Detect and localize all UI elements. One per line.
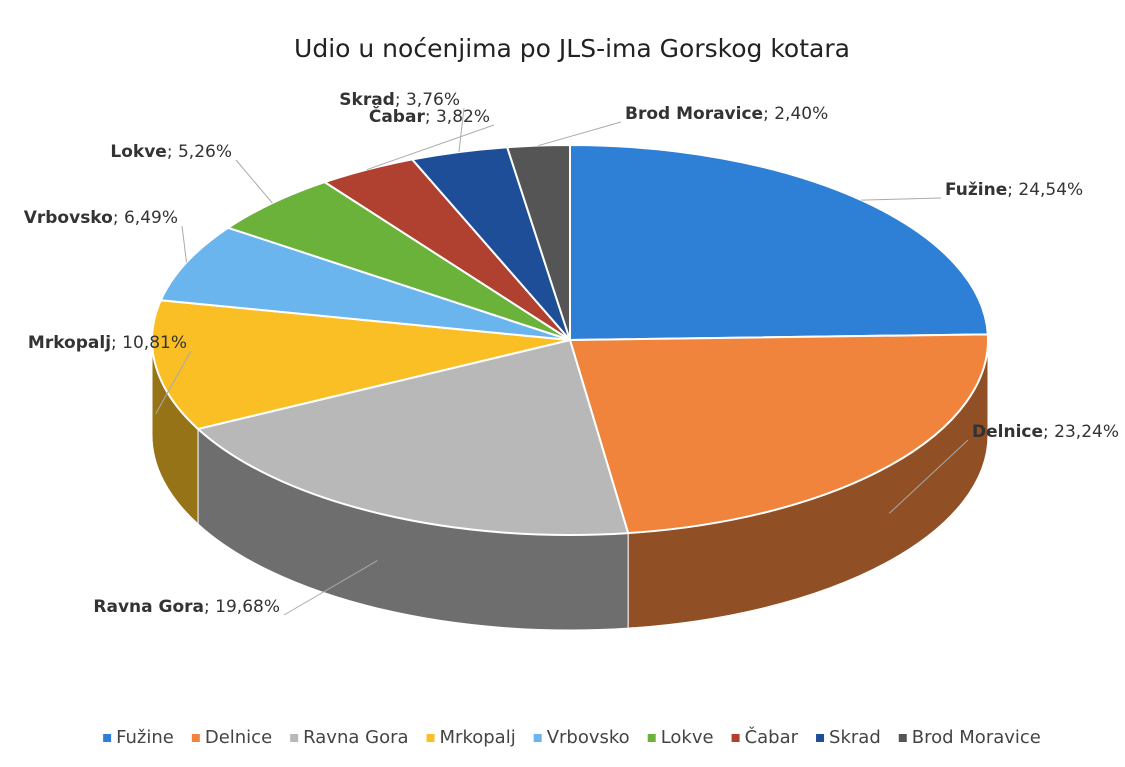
slice [569, 143, 989, 342]
label-name: Ravna Gora [93, 597, 204, 617]
label-name: Brod Moravice [625, 104, 763, 124]
label-value: 5,26% [178, 142, 232, 162]
legend-label: Vrbovsko [547, 727, 630, 748]
legend-label: Mrkopalj [440, 727, 516, 748]
legend-swatch [647, 734, 656, 742]
chart-title: Udio u noćenjima po JLS-ima Gorskog kota… [294, 34, 850, 63]
leader-line [458, 107, 465, 153]
data-label: Fužine; 24,54% [945, 180, 1083, 200]
label-name: Skrad [339, 90, 395, 110]
slice [159, 226, 571, 341]
label-name: Fužine [945, 180, 1007, 200]
legend-swatch [191, 734, 200, 742]
label-value: 24,54% [1018, 180, 1083, 200]
legend-label: Skrad [829, 727, 881, 748]
label-name: Čabar [369, 105, 426, 127]
label-value: 3,76% [406, 90, 460, 110]
label-name: Lokve [110, 142, 166, 162]
leader-line [235, 159, 273, 204]
legend-label: Ravna Gora [303, 727, 408, 748]
legend-swatch [290, 734, 299, 742]
label-name: Delnice [972, 422, 1043, 442]
leader-line [366, 124, 495, 171]
label-name: Mrkopalj [28, 333, 111, 353]
leader-line [538, 121, 622, 147]
label-separator: ; [395, 90, 406, 110]
label-value: 6,49% [124, 208, 178, 228]
data-label: Vrbovsko; 6,49% [24, 208, 178, 228]
label-value: 10,81% [122, 333, 187, 353]
slice [151, 299, 571, 431]
label-separator: ; [113, 208, 124, 228]
legend-label: Delnice [205, 727, 272, 748]
data-label: Skrad; 3,76% [339, 90, 460, 110]
label-value: 23,24% [1054, 422, 1119, 442]
label-value: 2,40% [774, 104, 828, 124]
legend-label: Čabar [745, 726, 799, 748]
legend-swatch [731, 734, 740, 742]
data-label: Ravna Gora; 19,68% [93, 597, 280, 617]
legend-swatch [533, 734, 542, 742]
data-label: Lokve; 5,26% [110, 142, 232, 162]
slice [195, 338, 630, 536]
leader-line [861, 197, 942, 201]
legend-label: Lokve [661, 727, 714, 748]
label-name: Vrbovsko [24, 208, 113, 228]
label-separator: ; [204, 597, 215, 617]
leader-line [181, 225, 188, 263]
slice [225, 180, 571, 341]
legend-label: Fužine [116, 727, 174, 748]
data-label: Delnice; 23,24% [972, 422, 1119, 442]
label-separator: ; [763, 104, 774, 124]
legend: Fužine Delnice Ravna Gora Mrkopalj Vrbovsko L… [103, 726, 1041, 748]
leader-line [889, 439, 969, 514]
data-label: Mrkopalj; 10,81% [28, 333, 187, 353]
legend-swatch [898, 734, 907, 742]
label-separator: ; [425, 107, 436, 127]
data-label: Brod Moravice; 2,40% [625, 104, 828, 124]
label-separator: ; [1007, 180, 1018, 200]
legend-swatch [103, 734, 112, 742]
legend-label: Brod Moravice [912, 727, 1041, 748]
label-separator: ; [111, 333, 122, 353]
label-separator: ; [1043, 422, 1054, 442]
slice [568, 333, 989, 535]
legend-swatch [816, 734, 825, 742]
label-separator: ; [167, 142, 178, 162]
label-value: 19,68% [215, 597, 280, 617]
leader-line [283, 560, 378, 616]
leader-line [155, 350, 192, 414]
legend-swatch [426, 734, 435, 742]
